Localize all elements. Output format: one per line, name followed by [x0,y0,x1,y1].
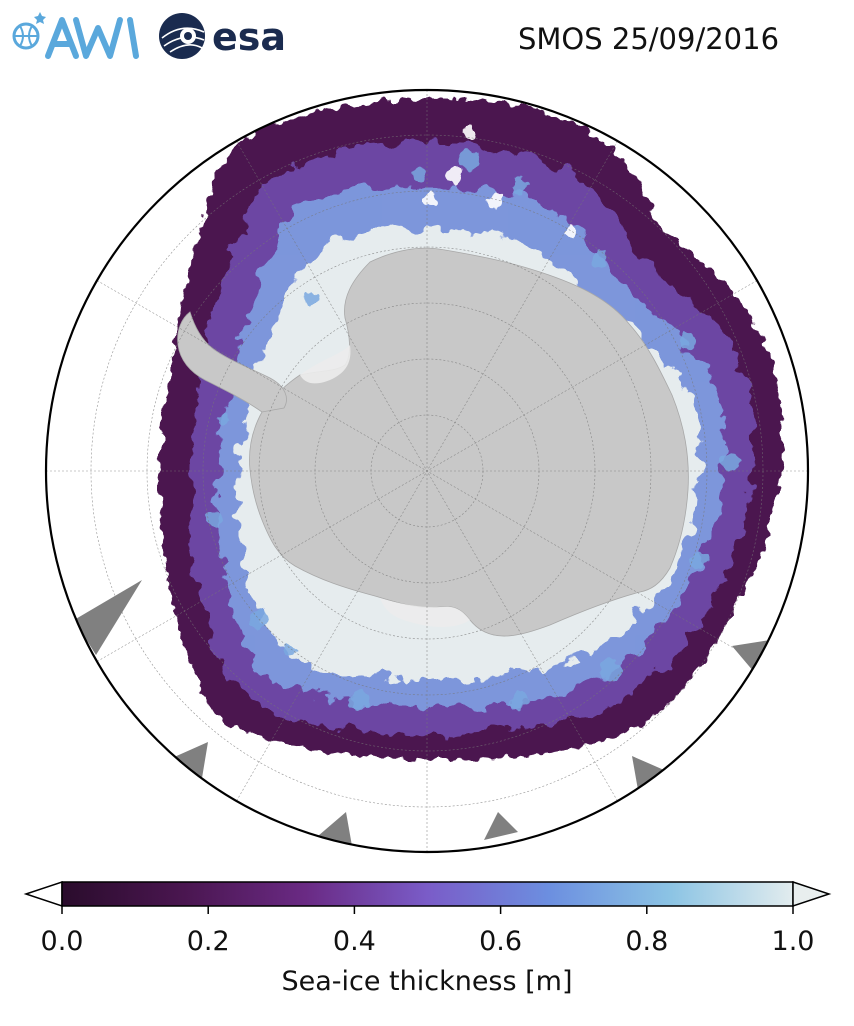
colorbar-tick-label: 0.0 [41,926,84,957]
ice-white-flecks [422,126,576,236]
ice-shelf-ross [380,598,470,627]
colorbar-gradient [61,881,794,907]
colorbar-label: Sea-ice thickness [m] [281,966,572,997]
colorbar-tick-label: 1.0 [772,926,815,957]
colorbar-tick-label: 0.8 [625,926,668,957]
colorbar-extend-over [792,880,832,908]
ice-flecks [207,150,739,710]
colorbar-tick-label: 0.4 [333,926,376,957]
sea-ice-map [44,88,810,854]
svg-text:esa: esa [212,15,286,59]
ice-shelf-weddell [300,345,351,384]
colorbar-tick-label: 0.2 [187,926,230,957]
colorbar-extend-under [23,880,63,908]
antarctic-peninsula [177,311,287,413]
colorbar: 0.0 0.2 0.4 0.6 0.8 1.0 Sea-ice thickness [m] [23,880,832,997]
awi-logo [12,12,139,59]
map-boundary [44,88,810,854]
no-data-patches [74,580,770,846]
meridians [46,90,808,852]
colorbar-tick-label: 0.6 [479,926,522,957]
map-title: SMOS 25/09/2016 [518,22,780,56]
antarctica-landmass [249,247,689,637]
esa-logo: esa [159,13,286,59]
